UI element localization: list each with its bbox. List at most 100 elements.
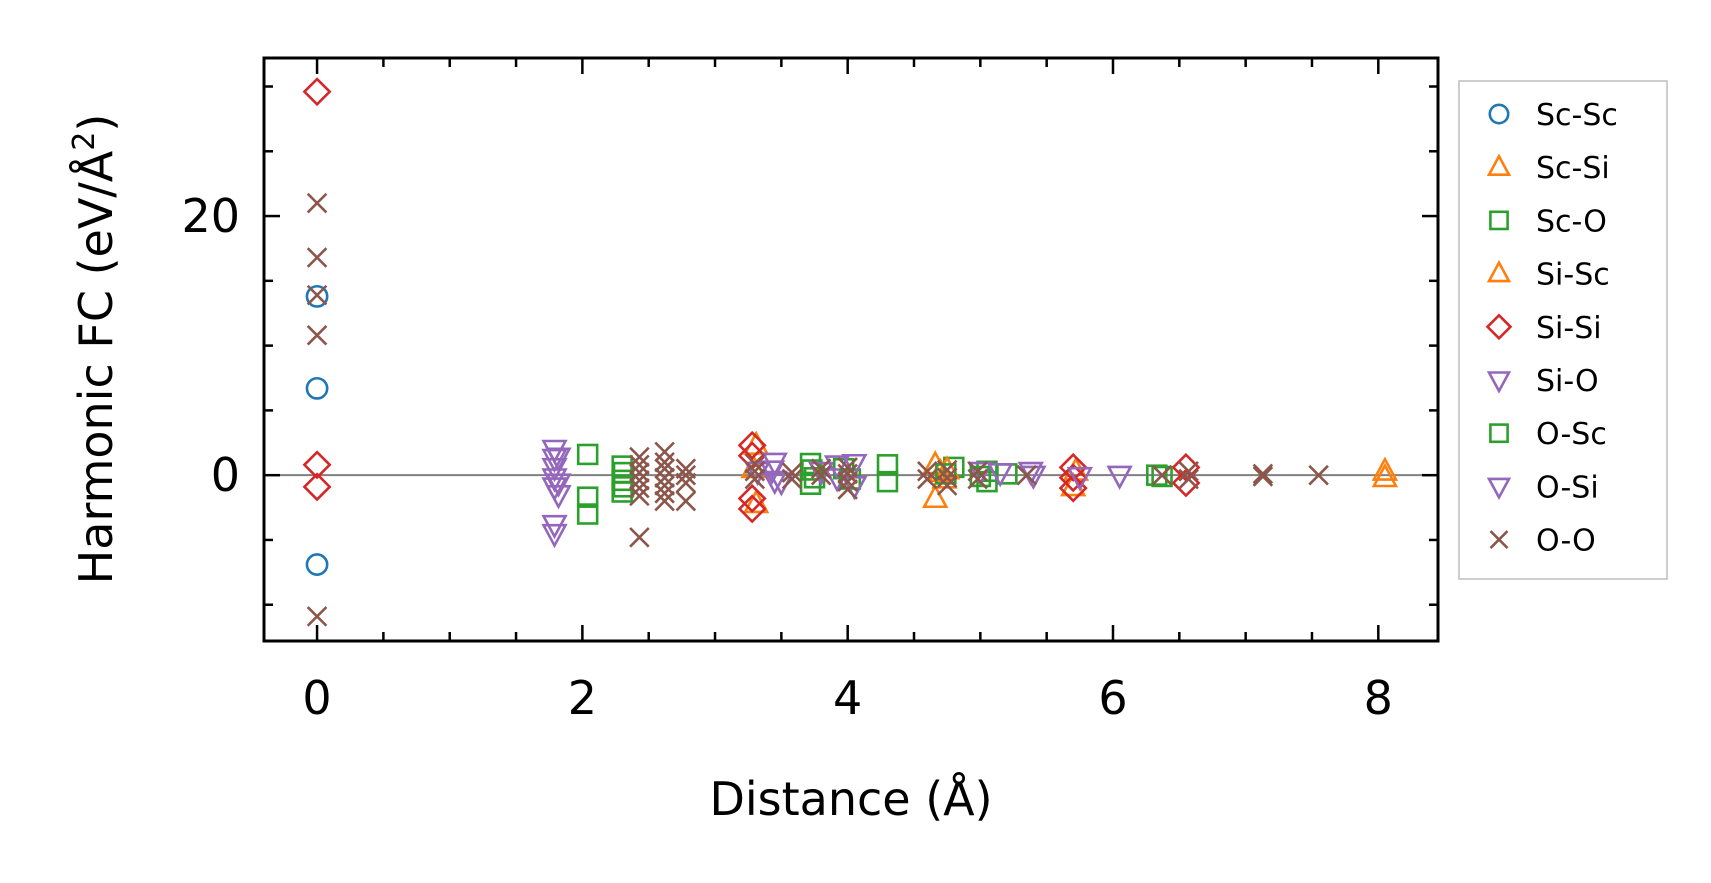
axis-tick-labels: 0 2 4 6 8 0 20 [181,189,1392,725]
legend-entry: Si-Sc [1486,258,1610,293]
data-point [675,464,697,486]
x-tick-label: 8 [1364,671,1393,725]
data-point [611,469,633,492]
data-point [629,446,650,468]
legend-marker [1488,103,1510,125]
data-point [967,461,988,482]
legend-marker [1486,259,1512,283]
legend-entry: O-Si [1486,470,1599,505]
data-point [629,454,650,476]
data-point [799,473,822,495]
data-point [987,463,1014,488]
data-point [611,481,633,503]
data-point [737,484,767,513]
legend-label: Sc-Sc [1536,98,1618,133]
legend-marker [1489,423,1509,444]
plot-markers [302,77,1399,627]
x-axis-label: Distance (Å) [709,772,992,826]
x-tick-label: 4 [833,671,862,725]
legend-label: Sc-Si [1536,151,1610,186]
y-axis-label-superscript: 2 [67,132,102,151]
data-point [576,503,599,525]
data-point [1106,465,1133,491]
data-point [781,462,803,483]
data-point [576,486,599,508]
data-point [837,463,858,485]
data-point [611,455,633,477]
data-point [1178,468,1199,490]
data-point [837,471,858,492]
x-tick-label: 2 [568,671,597,725]
data-point [936,475,958,496]
data-point [545,485,572,510]
data-point [936,467,958,489]
data-point [744,461,766,482]
legend-marker [1486,477,1512,501]
data-point [1151,465,1173,488]
data-point [629,462,650,483]
legend-marker [1489,210,1509,231]
data-point [305,284,329,308]
data-point [876,470,899,493]
data-point [675,490,697,512]
y-tick-label: 20 [181,189,240,243]
data-point [541,523,568,549]
data-point [302,472,332,502]
data-point [306,192,328,214]
data-point [654,490,675,512]
data-point [654,467,675,489]
data-point [810,458,832,479]
legend-label: O-Si [1536,470,1599,505]
legend-marker [1485,313,1513,341]
legend-entry: Si-O [1486,364,1599,399]
data-point [629,527,650,548]
data-point [654,458,675,479]
data-point [967,468,988,490]
y-axis-label-main: Harmonic FC (eV/Å [69,150,123,584]
data-point [837,479,858,500]
data-point [654,441,675,463]
data-point [1016,464,1038,486]
legend-label: Si-Sc [1536,258,1610,293]
data-point [302,77,332,107]
data-point [781,468,803,490]
legend-marker [1486,371,1512,394]
data-point [629,470,650,491]
data-point [305,376,329,400]
legend-label: O-O [1536,524,1596,559]
plot-frame [262,56,1440,643]
data-point [654,451,675,473]
data-point [1066,466,1094,492]
y-axis-label-close: ) [69,114,123,132]
data-point [654,475,675,496]
legend-label: Si-Si [1536,311,1602,346]
data-point [302,450,332,480]
data-point [744,453,766,474]
data-point [629,485,650,507]
data-point [1058,463,1088,493]
legend-entry: Si-Si [1485,311,1602,346]
data-point [917,468,938,490]
legend-label: Sc-O [1536,204,1607,239]
data-point [1308,464,1329,486]
data-point [737,430,767,460]
data-point [1371,462,1399,488]
data-point [936,459,958,481]
legend-label: Si-O [1536,364,1599,399]
legend-entry: Sc-Sc [1488,98,1618,133]
data-point [306,284,328,306]
series-9 [306,192,1329,627]
legend-marker [1489,530,1509,550]
data-point [761,452,788,478]
data-point [305,553,329,576]
data-point [876,454,899,476]
data-point [1058,452,1088,482]
series-5 [302,77,1201,524]
y-axis-label: Harmonic FC (eV/Å2) [67,114,123,585]
axis-ticks [264,58,1438,641]
data-point [1151,464,1173,486]
data-point [1252,466,1274,487]
data-point [675,472,697,494]
legend-entry: Sc-Si [1486,151,1610,186]
data-point [922,483,949,509]
